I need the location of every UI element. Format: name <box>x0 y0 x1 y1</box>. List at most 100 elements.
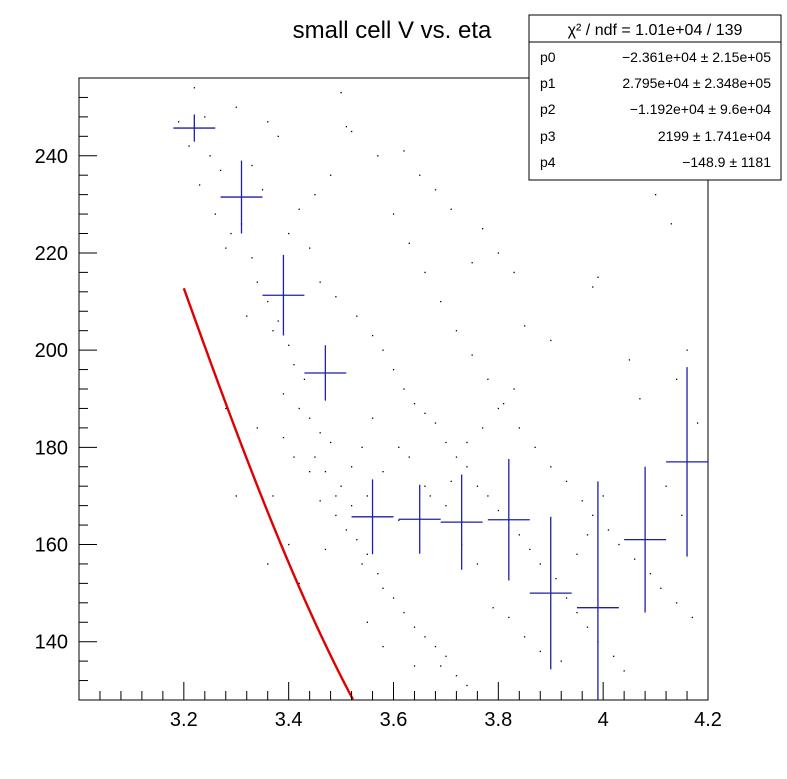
scatter-point <box>309 471 311 473</box>
scatter-point <box>487 378 489 380</box>
scatter-point <box>539 650 541 653</box>
scatter-point <box>288 344 290 346</box>
scatter-point <box>330 441 332 444</box>
scatter-point <box>450 208 452 210</box>
scatter-point <box>272 330 274 332</box>
scatter-point <box>177 121 180 123</box>
scatter-point <box>366 621 368 623</box>
scatter-point <box>518 534 520 536</box>
x-tick-label: 3.4 <box>275 709 303 731</box>
scatter-point <box>324 548 327 551</box>
scatter-point <box>586 534 589 536</box>
profile-point <box>529 516 572 670</box>
profile-point <box>220 160 263 234</box>
profile-point <box>398 484 441 554</box>
scatter-point <box>607 529 610 531</box>
stats-row-p1-value: 2.795e+04 ± 2.348e+05 <box>622 75 771 91</box>
scatter-point <box>586 626 589 628</box>
scatter-point <box>476 485 479 487</box>
scatter-point <box>654 194 657 196</box>
scatter-point <box>440 665 442 667</box>
scatter-point <box>513 388 515 390</box>
scatter-point <box>366 553 368 555</box>
scatter-point <box>398 519 400 521</box>
scatter-point <box>408 456 410 458</box>
scatter-point <box>246 315 248 317</box>
scatter-point <box>319 432 321 434</box>
scatter-point <box>324 471 327 473</box>
scatter-point <box>335 514 337 517</box>
scatter-points <box>177 87 699 687</box>
scatter-point <box>565 480 568 483</box>
profile-point <box>304 345 347 401</box>
scatter-point <box>256 427 258 429</box>
scatter-point <box>445 441 447 444</box>
scatter-point <box>497 407 500 410</box>
scatter-point <box>424 485 426 487</box>
scatter-point <box>576 611 578 614</box>
scatter-point <box>413 402 416 405</box>
scatter-point <box>523 325 526 327</box>
scatter-point <box>204 116 206 118</box>
scatter-point <box>434 189 437 191</box>
scatter-point <box>288 543 290 546</box>
scatter-point <box>403 611 405 614</box>
scatter-point <box>613 655 615 657</box>
scatter-point <box>471 354 473 356</box>
scatter-point <box>424 412 426 414</box>
scatter-point <box>518 427 520 429</box>
scatter-point <box>319 281 321 283</box>
scatter-point <box>350 466 353 468</box>
scatter-point <box>623 670 625 672</box>
scatter-point <box>696 422 699 424</box>
scatter-point <box>267 300 269 303</box>
fit-curve <box>182 287 354 700</box>
scatter-point <box>282 393 285 395</box>
scatter-point <box>209 155 211 157</box>
scatter-point <box>366 495 368 497</box>
scatter-point <box>482 228 484 230</box>
scatter-point <box>576 553 578 555</box>
profile-point <box>576 481 619 700</box>
scatter-point <box>466 684 468 687</box>
scatter-point <box>513 271 515 274</box>
scatter-point <box>188 145 190 147</box>
scatter-point <box>350 130 353 133</box>
scatter-point <box>665 485 667 487</box>
scatter-point <box>345 125 348 128</box>
scatter-point <box>649 573 652 575</box>
scatter-point <box>686 349 688 351</box>
scatter-point <box>675 378 678 380</box>
scatter-point <box>675 602 678 604</box>
x-tick-label: 4 <box>598 709 609 731</box>
stats-box: χ² / ndf = 1.01e+04 / 139 p0 −2.361e+04 … <box>528 14 782 181</box>
profile-points <box>173 114 708 700</box>
scatter-point <box>497 252 500 254</box>
scatter-point <box>660 587 662 589</box>
scatter-point <box>382 645 384 648</box>
y-tick-label: 220 <box>35 243 68 265</box>
x-tick-label: 3.6 <box>380 709 408 731</box>
scatter-point <box>330 174 332 176</box>
scatter-point <box>403 388 405 390</box>
scatter-point <box>450 480 452 483</box>
scatter-point <box>455 675 458 677</box>
scatter-point <box>445 655 447 657</box>
scatter-point <box>508 616 510 619</box>
scatter-point <box>413 665 416 667</box>
scatter-point <box>267 121 269 123</box>
scatter-point <box>597 276 599 278</box>
scatter-point <box>219 169 222 172</box>
scatter-point <box>429 495 431 497</box>
scatter-point <box>471 262 473 264</box>
profile-point <box>487 458 530 581</box>
scatter-point <box>581 500 583 502</box>
scatter-point <box>434 645 437 648</box>
y-tick-label: 180 <box>35 437 68 459</box>
scatter-point <box>277 320 279 322</box>
scatter-point <box>261 189 264 191</box>
scatter-point <box>377 155 379 157</box>
scatter-point <box>356 539 358 541</box>
stats-row-p1-name: p1 <box>540 75 556 91</box>
scatter-point <box>555 577 557 580</box>
